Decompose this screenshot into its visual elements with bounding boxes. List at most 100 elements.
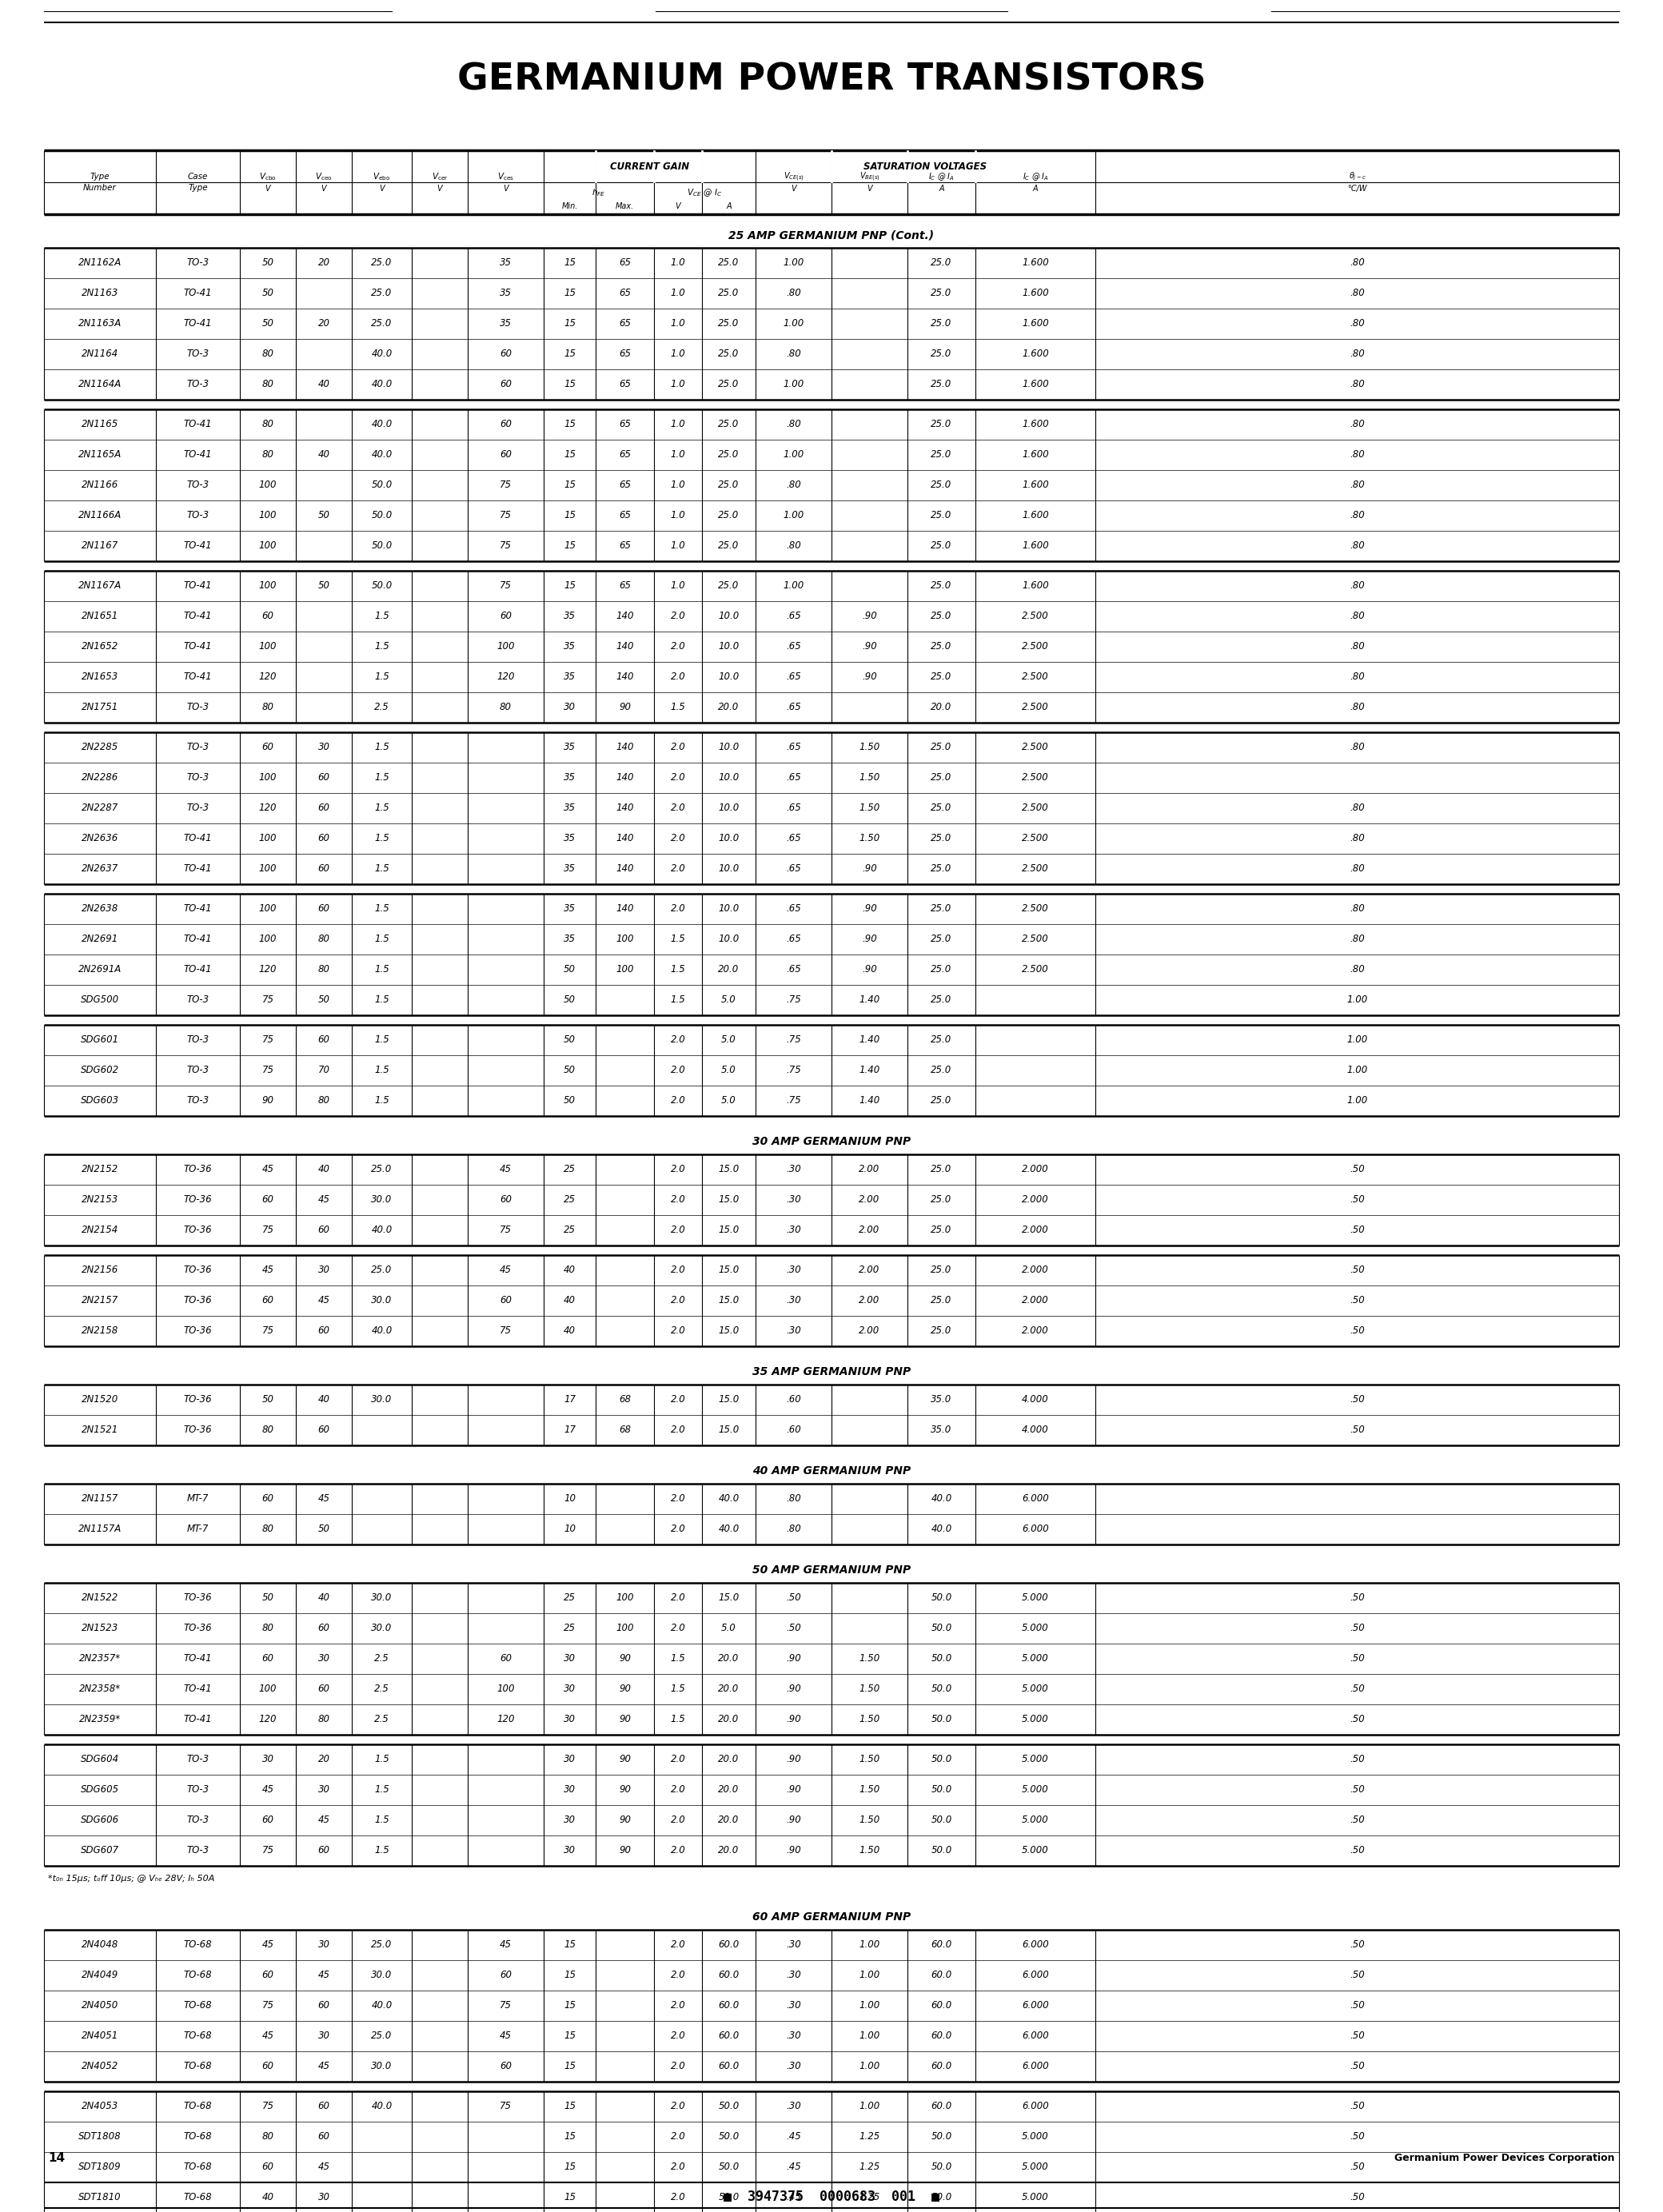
Text: TO-3: TO-3 (186, 349, 210, 358)
Text: 1.50: 1.50 (860, 1655, 880, 1663)
Text: TO-41: TO-41 (183, 834, 213, 843)
Text: 1.40: 1.40 (860, 1095, 880, 1106)
Text: 25.0: 25.0 (931, 540, 951, 551)
Text: 100: 100 (497, 1683, 514, 1694)
Text: 35: 35 (564, 905, 575, 914)
Text: 25.0: 25.0 (931, 905, 951, 914)
Text: SDT1809: SDT1809 (78, 2161, 121, 2172)
Text: 50.0: 50.0 (931, 1845, 951, 1856)
Text: 5.0: 5.0 (722, 1624, 737, 1635)
Text: 140: 140 (615, 641, 634, 653)
Text: 15: 15 (564, 1940, 575, 1951)
Text: 25.0: 25.0 (718, 449, 740, 460)
Text: .90: .90 (861, 933, 876, 945)
Text: 1.5: 1.5 (374, 905, 389, 914)
Text: .80: .80 (1350, 611, 1365, 622)
Text: .90: .90 (787, 1816, 802, 1825)
Text: .50: .50 (1350, 2000, 1365, 2011)
Text: 140: 140 (615, 905, 634, 914)
Text: 2.500: 2.500 (1021, 863, 1049, 874)
Text: 75: 75 (499, 480, 512, 491)
Text: 40.0: 40.0 (931, 1524, 951, 1535)
Text: 2N2638: 2N2638 (81, 905, 118, 914)
Text: 60.0: 60.0 (931, 1971, 951, 1980)
Text: 5.000: 5.000 (1021, 2132, 1049, 2141)
Text: 68: 68 (619, 1394, 630, 1405)
Text: 60: 60 (318, 834, 329, 843)
Text: 120: 120 (259, 803, 276, 814)
Text: 10: 10 (564, 1524, 575, 1535)
Text: 40: 40 (564, 1296, 575, 1305)
Text: 40.0: 40.0 (718, 1524, 740, 1535)
Text: 60: 60 (318, 905, 329, 914)
Text: 2.0: 2.0 (670, 1845, 685, 1856)
Text: .50: .50 (1350, 1325, 1365, 1336)
Text: 50: 50 (318, 995, 329, 1004)
Text: .90: .90 (861, 863, 876, 874)
Text: 15.0: 15.0 (718, 1325, 740, 1336)
Text: 60: 60 (499, 420, 512, 429)
Text: 1.00: 1.00 (783, 319, 803, 330)
Text: 2.0: 2.0 (670, 2132, 685, 2141)
Text: A: A (940, 184, 945, 192)
Text: 40.0: 40.0 (371, 349, 392, 358)
Text: 1.0: 1.0 (670, 511, 685, 520)
Text: 2.0: 2.0 (670, 1265, 685, 1276)
Text: 25.0: 25.0 (718, 480, 740, 491)
Text: 140: 140 (615, 611, 634, 622)
Text: .80: .80 (787, 349, 802, 358)
Text: 90: 90 (619, 1655, 630, 1663)
Text: 2.0: 2.0 (670, 2101, 685, 2112)
Text: $\theta_{j-c}$: $\theta_{j-c}$ (1349, 170, 1365, 181)
Text: 5.000: 5.000 (1021, 1624, 1049, 1635)
Text: 2.500: 2.500 (1021, 834, 1049, 843)
Text: 1.00: 1.00 (1347, 995, 1367, 1004)
Text: 2N1165A: 2N1165A (78, 449, 121, 460)
Text: 80: 80 (261, 1425, 274, 1436)
Text: 10.0: 10.0 (718, 743, 740, 752)
Text: 50: 50 (318, 1524, 329, 1535)
Text: 80: 80 (318, 1714, 329, 1725)
Text: 1.0: 1.0 (670, 378, 685, 389)
Text: TO-3: TO-3 (186, 1816, 210, 1825)
Text: .90: .90 (787, 1845, 802, 1856)
Text: 50.0: 50.0 (371, 540, 392, 551)
Text: TO-3: TO-3 (186, 1095, 210, 1106)
Text: .80: .80 (1350, 420, 1365, 429)
Text: 60: 60 (499, 349, 512, 358)
Text: 1.00: 1.00 (860, 2062, 880, 2073)
Text: 2.0: 2.0 (670, 743, 685, 752)
Text: 30: 30 (564, 701, 575, 712)
Text: 1.600: 1.600 (1021, 288, 1049, 299)
Text: 5.000: 5.000 (1021, 1655, 1049, 1663)
Text: $V_{\mathrm{cbo}}$: $V_{\mathrm{cbo}}$ (259, 170, 276, 181)
Text: 25.0: 25.0 (718, 420, 740, 429)
Text: Min.: Min. (562, 201, 577, 210)
Text: 25.0: 25.0 (371, 288, 392, 299)
Text: $V_{\mathrm{ebo}}$: $V_{\mathrm{ebo}}$ (373, 170, 391, 181)
Text: 1.40: 1.40 (860, 995, 880, 1004)
Text: 25.0: 25.0 (931, 1325, 951, 1336)
Text: .30: .30 (787, 2101, 802, 2112)
Text: .50: .50 (1350, 1655, 1365, 1663)
Text: .30: .30 (787, 1971, 802, 1980)
Text: .50: .50 (1350, 1940, 1365, 1951)
Text: 25.0: 25.0 (371, 2031, 392, 2042)
Text: 2.5: 2.5 (374, 1683, 389, 1694)
Text: .50: .50 (1350, 2161, 1365, 2172)
Text: 75: 75 (499, 582, 512, 591)
Text: .30: .30 (787, 1225, 802, 1237)
Text: 1.0: 1.0 (670, 449, 685, 460)
Text: 2.0: 2.0 (670, 2062, 685, 2073)
Text: 2.00: 2.00 (860, 1325, 880, 1336)
Text: .80: .80 (1350, 905, 1365, 914)
Text: 2N2286: 2N2286 (81, 772, 118, 783)
Text: 45: 45 (318, 2062, 329, 2073)
Text: 40.0: 40.0 (931, 1493, 951, 1504)
Text: .90: .90 (787, 1785, 802, 1796)
Text: 2N1522: 2N1522 (81, 1593, 118, 1604)
Text: 1.5: 1.5 (374, 933, 389, 945)
Text: TO-41: TO-41 (183, 1714, 213, 1725)
Text: 35: 35 (564, 803, 575, 814)
Text: 35: 35 (499, 319, 512, 330)
